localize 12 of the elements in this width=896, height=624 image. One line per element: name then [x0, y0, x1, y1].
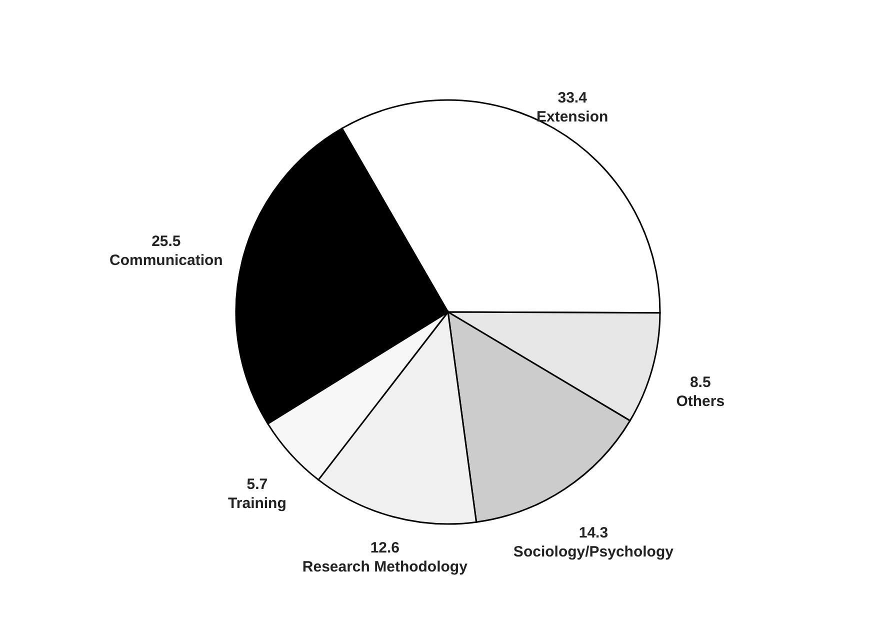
slice-label: Training: [228, 495, 286, 512]
data-label: 12.6: [370, 539, 400, 556]
data-label: 14.3: [578, 524, 608, 542]
slice-label: Extension: [536, 108, 608, 126]
slice-label: Others: [676, 393, 725, 410]
data-label: 5.7: [246, 476, 268, 494]
slice-label: Communication: [110, 252, 223, 270]
data-label: 33.4: [558, 90, 588, 107]
slice-label: Sociology/Psychology: [513, 543, 674, 560]
data-label: 8.5: [690, 374, 711, 392]
slice-label: Research Methodology: [302, 558, 468, 576]
data-label: 25.5: [152, 233, 181, 250]
